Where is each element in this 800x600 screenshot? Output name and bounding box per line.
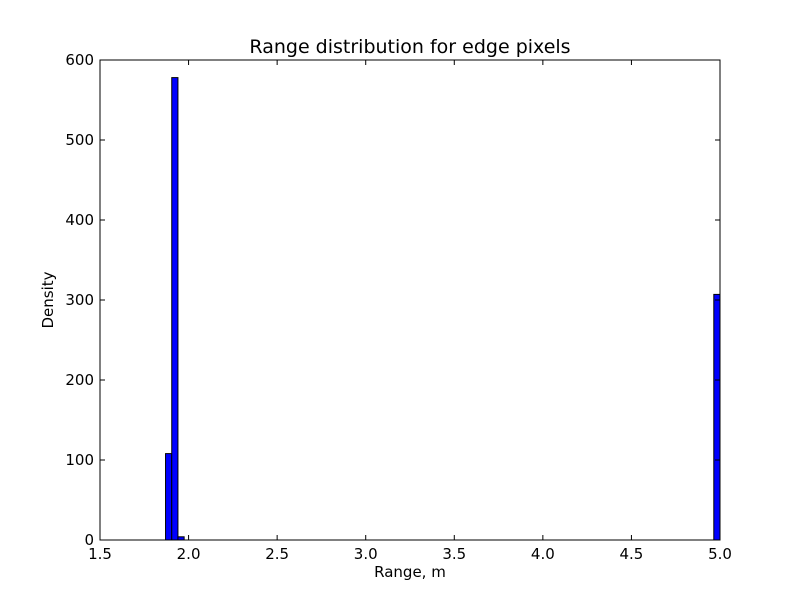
x-tick-label-0: 1.5 [88,545,112,563]
x-tick-label-3: 3.0 [354,545,378,563]
histogram-bar-0 [165,453,173,541]
y-tick-label-1: 100 [65,451,94,469]
ticks-group: 1.5 2.0 2.5 3.0 3.5 4.0 4.5 5.0 0 100 200 300 400 500… [65,51,732,563]
y-tick-label-4: 400 [65,211,94,229]
y-tick-label-2: 200 [65,371,94,389]
x-tick-label-7: 5.0 [708,545,732,563]
x-tick-label-2: 2.5 [265,545,289,563]
y-tick-label-5: 500 [65,131,94,149]
chart-title: Range distribution for edge pixels [249,36,570,58]
histogram-bar-3 [713,293,721,541]
x-tick-label-5: 4.0 [531,545,555,563]
x-tick-label-6: 4.5 [619,545,643,563]
x-tick-label-1: 2.0 [177,545,201,563]
histogram-bar-1 [171,77,179,541]
y-tick-label-6: 600 [65,51,94,69]
y-axis-label: Density [39,271,57,328]
y-tick-label-3: 300 [65,291,94,309]
y-tick-label-0: 0 [84,531,94,549]
x-axis-label: Range, m [374,563,446,581]
x-tick-label-4: 3.5 [442,545,466,563]
